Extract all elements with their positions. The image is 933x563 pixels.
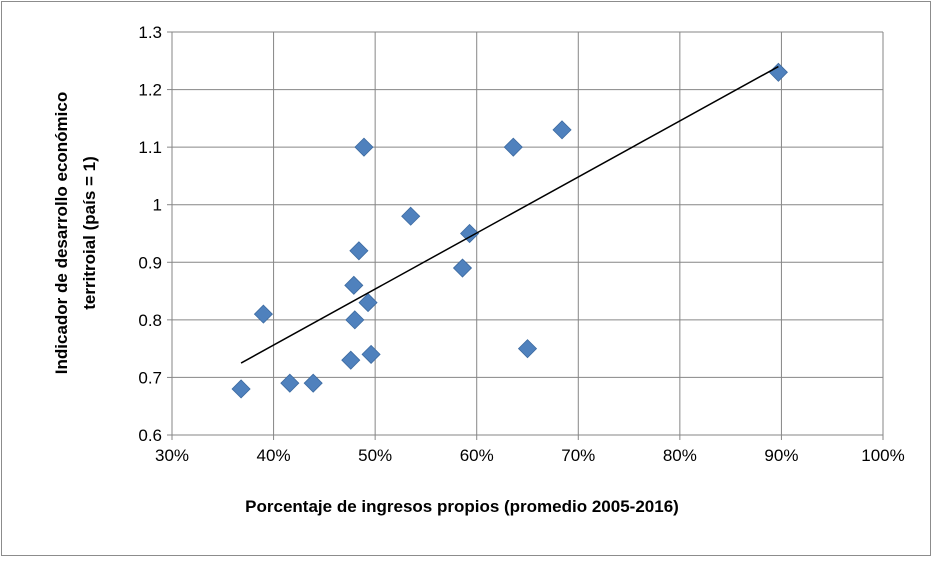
data-point <box>341 350 361 370</box>
y-tick-label: 0.8 <box>138 311 162 330</box>
data-point <box>358 293 378 313</box>
data-point <box>345 310 365 330</box>
y-tick-label: 1 <box>153 196 162 215</box>
y-tick-label: 1.3 <box>138 23 162 42</box>
data-point <box>517 339 538 359</box>
x-tick-label: 90% <box>764 446 798 465</box>
x-tick-label: 70% <box>561 446 595 465</box>
data-point <box>460 223 480 244</box>
data-point <box>280 373 300 393</box>
y-tick-label: 1.1 <box>138 138 162 157</box>
x-axis-title: Porcentaje de ingresos propios (promedio… <box>245 497 679 516</box>
x-tick-label: 50% <box>358 446 392 465</box>
x-tick-label: 60% <box>460 446 494 465</box>
data-point <box>253 304 273 324</box>
trendline <box>240 65 779 364</box>
data-point <box>361 344 381 364</box>
data-point <box>401 206 421 226</box>
x-tick-label: 80% <box>663 446 697 465</box>
data-point <box>303 373 323 393</box>
y-tick-label: 1.2 <box>138 81 162 100</box>
data-point <box>344 275 364 295</box>
data-point <box>349 241 369 261</box>
data-point <box>503 137 523 157</box>
y-tick-label: 0.6 <box>138 426 162 445</box>
data-point <box>354 137 374 157</box>
data-point <box>231 379 251 399</box>
y-tick-label: 0.7 <box>138 368 162 387</box>
x-tick-label: 100% <box>861 446 904 465</box>
x-tick-label: 40% <box>257 446 291 465</box>
y-axis-title: territroial (país = 1) <box>80 156 99 310</box>
y-axis-title: Indicador de desarrollo económico <box>52 92 71 374</box>
data-point <box>452 258 473 278</box>
data-point <box>552 120 572 140</box>
y-tick-label: 0.9 <box>138 253 162 272</box>
x-tick-label: 30% <box>155 446 189 465</box>
